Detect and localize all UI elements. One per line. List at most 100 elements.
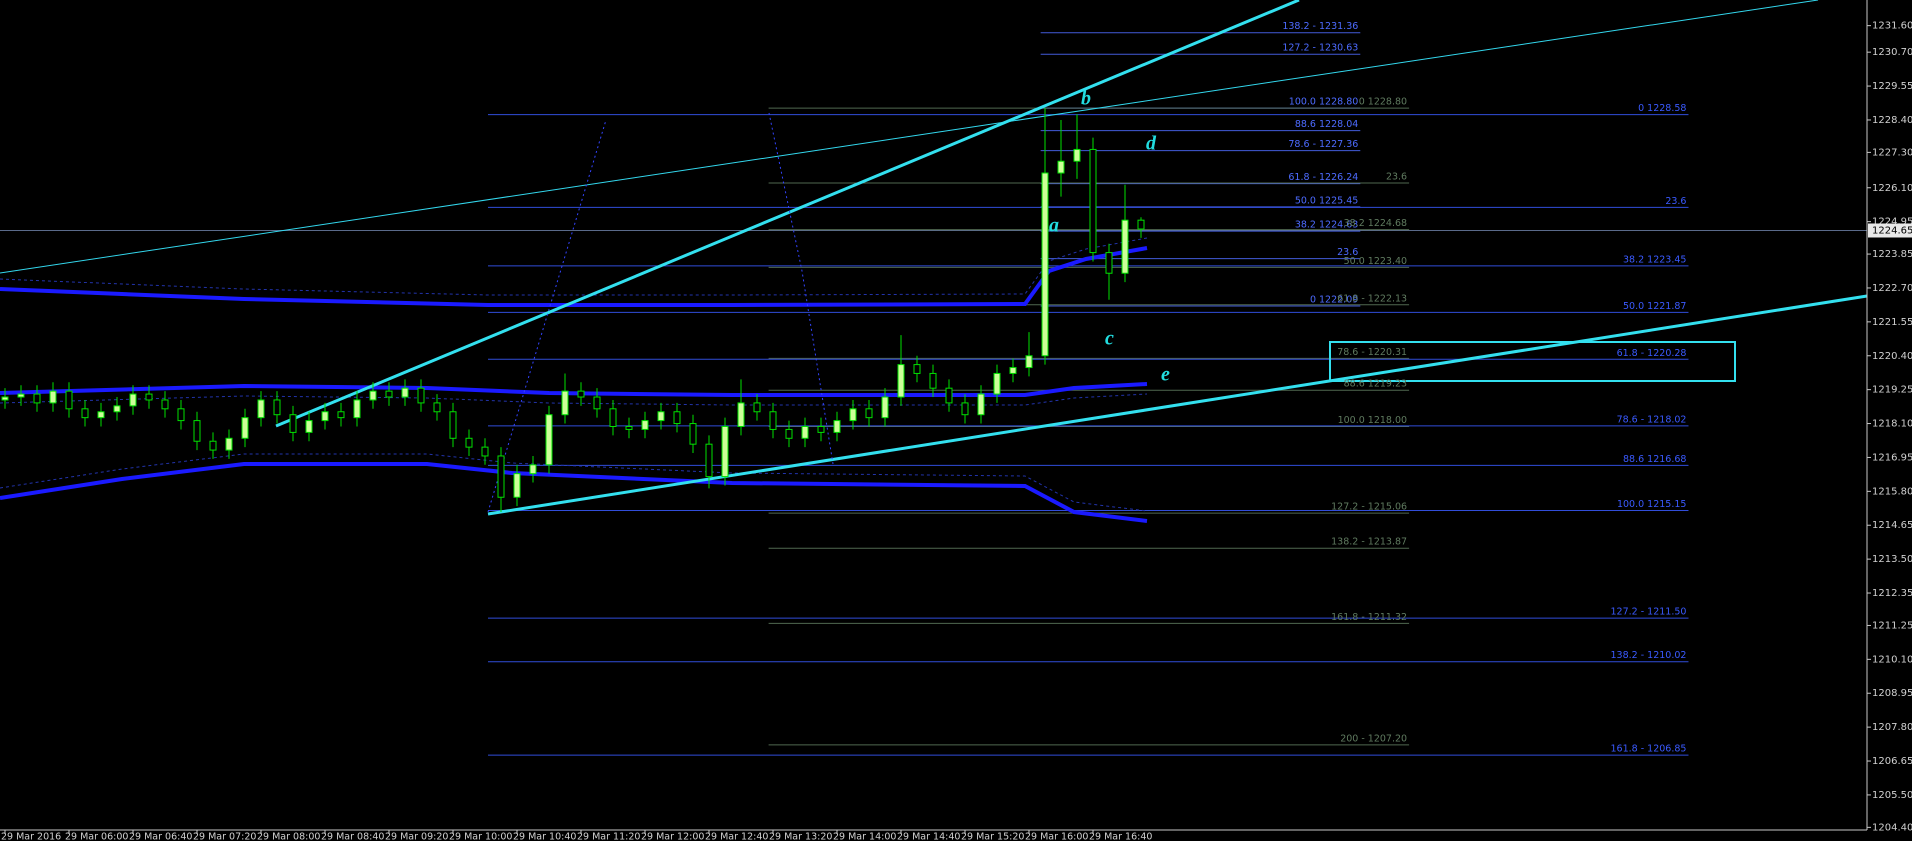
y-tick-label: 1218.10 — [1872, 419, 1912, 430]
candle-body — [273, 399, 281, 416]
trend-line-upper — [275, 0, 1300, 428]
y-tick-label: 1211.25 — [1872, 620, 1912, 631]
y-tick-label: 1213.50 — [1872, 554, 1912, 565]
fib-level-label: 38.2 1224.68 — [1344, 218, 1407, 229]
y-tick-label: 1207.80 — [1872, 722, 1912, 733]
candle-body — [33, 393, 41, 404]
y-tick-label: 1227.30 — [1872, 147, 1912, 158]
annotations: 138.2 - 1231.36 127.2 - 1230.63 100.0 1228… — [1049, 21, 1686, 754]
candle-body — [1105, 252, 1113, 274]
fib-level-label: 138.2 - 1210.02 — [1611, 650, 1687, 661]
ma-band-middle — [0, 382, 1148, 397]
candle-body — [497, 455, 505, 498]
y-tick-label: 1205.50 — [1872, 790, 1912, 801]
candle-body — [929, 372, 937, 389]
x-tick-label: 29 Mar 10:40 — [513, 832, 576, 841]
fib-level-label: 50.0 1221.87 — [1623, 301, 1686, 312]
candle-body — [737, 402, 745, 427]
fib-level-label: 50.0 1223.40 — [1344, 256, 1407, 267]
candle-body — [849, 408, 857, 422]
x-tick-label: 29 Mar 14:40 — [897, 832, 960, 841]
fib-level-label: 127.2 - 1211.50 — [1611, 607, 1687, 618]
candle-body — [577, 390, 585, 398]
y-tick-label: 1229.55 — [1872, 81, 1912, 92]
candle-body — [401, 387, 409, 398]
candle-body — [513, 473, 521, 498]
x-tick-label: 29 Mar 11:20 — [577, 832, 640, 841]
fib-level-label: 88.6 1228.04 — [1295, 119, 1358, 130]
candle-body — [257, 399, 265, 419]
candle-body — [465, 437, 473, 448]
wave-label: c — [1105, 328, 1114, 350]
x-tick-label: 29 Mar 14:00 — [833, 832, 896, 841]
fib-level-label: 200 - 1207.20 — [1340, 733, 1407, 744]
candle-body — [769, 411, 777, 430]
candle-body — [1009, 367, 1017, 374]
candle-body — [1025, 355, 1033, 369]
ma-band-upper-dashed — [0, 237, 1148, 296]
fib-level-label: 0 1222.09 — [1310, 294, 1358, 305]
candle-body — [145, 393, 153, 401]
y-tick-label: 1226.10 — [1872, 183, 1912, 194]
y-tick-label: 1231.60 — [1872, 21, 1912, 32]
fib-level-label: 23.6 — [1665, 196, 1686, 207]
candle-body — [65, 390, 73, 410]
x-tick-label: 29 Mar 2016 — [1, 832, 61, 841]
candle-body — [129, 393, 137, 407]
candle-body — [657, 411, 665, 422]
candle-body — [689, 423, 697, 445]
candle-body — [833, 420, 841, 433]
candle-body — [609, 408, 617, 427]
candle-body — [417, 387, 425, 404]
candle-body — [625, 425, 633, 430]
candle-body — [913, 364, 921, 374]
y-tick-label: 1221.55 — [1872, 317, 1912, 328]
candle-body — [353, 399, 361, 419]
x-tick-label: 29 Mar 10:00 — [449, 832, 512, 841]
fib-level-label: 0 1228.80 — [1359, 97, 1407, 108]
y-tick-label: 1222.70 — [1872, 283, 1912, 294]
candle-body — [1057, 160, 1065, 174]
candle-body — [17, 393, 25, 398]
candle-body — [641, 420, 649, 430]
wave-label: d — [1146, 133, 1157, 155]
candle-body — [113, 405, 121, 413]
candle-body — [721, 425, 729, 478]
ma-band-lower-dashed — [0, 453, 1148, 512]
y-tick-label: 1214.65 — [1872, 520, 1912, 531]
current-price-label: 1224.65 — [1872, 225, 1912, 236]
y-tick-label: 1216.95 — [1872, 452, 1912, 463]
fib-level-label: 138.2 - 1213.87 — [1331, 537, 1407, 548]
candle-body — [529, 464, 537, 475]
x-tick-label: 29 Mar 08:00 — [257, 832, 320, 841]
fib-level-label: 100.0 1215.15 — [1617, 499, 1687, 510]
x-tick-label: 29 Mar 07:20 — [193, 832, 256, 841]
y-tick-label: 1230.70 — [1872, 47, 1912, 58]
candle-body — [545, 414, 553, 466]
candle-body — [1073, 148, 1081, 162]
candle-body — [993, 372, 1001, 395]
x-tick-label: 29 Mar 16:00 — [1025, 832, 1088, 841]
y-tick-label: 1215.80 — [1872, 486, 1912, 497]
wave-label: a — [1049, 215, 1059, 237]
candle-body — [561, 390, 569, 416]
fib-level-label: 61.8 - 1222.13 — [1337, 293, 1407, 304]
fib-level-label: 88.6 1216.68 — [1623, 454, 1686, 465]
fib-level-label: 78.6 - 1227.36 — [1288, 139, 1358, 150]
candle-body — [865, 408, 873, 419]
y-tick-label: 1204.40 — [1872, 822, 1912, 833]
candle-body — [881, 396, 889, 419]
candle-body — [977, 393, 985, 416]
fib-level-label: 127.2 - 1230.63 — [1282, 43, 1358, 54]
x-tick-label: 29 Mar 08:40 — [321, 832, 384, 841]
candle-body — [209, 440, 217, 451]
candle-body — [161, 399, 169, 410]
x-tick-label: 29 Mar 12:40 — [705, 832, 768, 841]
candle-body — [241, 417, 249, 439]
candle-body — [193, 420, 201, 442]
moving-average-bands — [0, 237, 1148, 523]
fib-level-label: 38.2 1223.45 — [1623, 254, 1686, 265]
y-tick-label: 1210.10 — [1872, 654, 1912, 665]
y-tick-label: 1208.95 — [1872, 688, 1912, 699]
candle-body — [801, 425, 809, 439]
